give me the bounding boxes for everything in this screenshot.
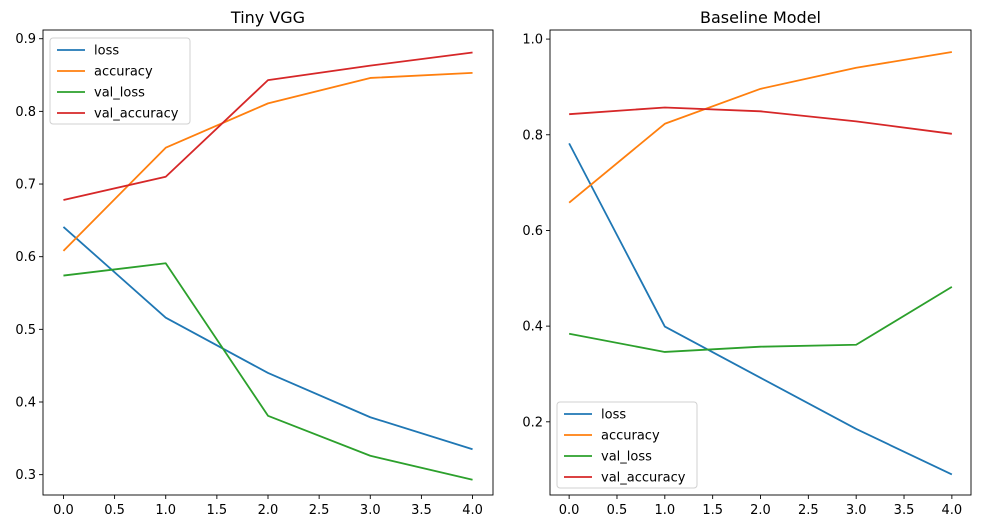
x-tick-label: 0.5 [104, 503, 125, 518]
series-line-val-loss [63, 262, 473, 481]
legend-label-val-loss: val_loss [94, 86, 145, 101]
legend-label-accuracy: accuracy [94, 65, 153, 80]
x-tick-label: 1.5 [702, 503, 723, 518]
y-tick-label: 0.5 [15, 323, 36, 338]
y-tick-label: 0.8 [522, 128, 543, 143]
x-tick-label: 3.0 [360, 503, 381, 518]
y-tick-label: 0.8 [15, 105, 36, 120]
series-line-val-loss [568, 286, 953, 353]
x-tick-label: 1.0 [654, 503, 675, 518]
y-tick-label: 0.4 [522, 320, 543, 335]
chart-title: Tiny VGG [230, 8, 305, 27]
legend-box [556, 401, 698, 489]
series-lines [568, 51, 953, 476]
y-tick-label: 0.4 [15, 396, 36, 411]
chart-2: Baseline Model 0.0 0.5 1.0 1.5 2.0 2.5 3.0 3.5 4.… [522, 8, 972, 518]
series-line-loss [62, 226, 473, 451]
series-line-accuracy [568, 51, 953, 204]
x-tick-label: 0.0 [559, 503, 580, 518]
legend-label-val-loss: val_loss [601, 450, 652, 465]
x-tick-label: 1.5 [207, 503, 228, 518]
y-tick-label: 0.9 [15, 32, 36, 47]
series-line-accuracy [62, 71, 473, 252]
legend: loss accuracy val_loss val_accuracy [49, 37, 191, 125]
series-lines [62, 51, 473, 481]
x-tick-label: 4.0 [462, 503, 483, 518]
x-tick-label: 1.0 [155, 503, 176, 518]
x-tick-label: 3.5 [411, 503, 432, 518]
series-line-loss [568, 142, 953, 476]
chart-title: Baseline Model [700, 8, 821, 27]
x-tick-label: 4.0 [942, 503, 963, 518]
y-tick-label: 0.2 [522, 415, 543, 430]
legend: loss accuracy val_loss val_accuracy [556, 401, 698, 489]
legend-label-loss: loss [601, 408, 626, 423]
x-tick-label: 3.0 [846, 503, 867, 518]
legend-label-accuracy: accuracy [601, 429, 660, 444]
y-tick-label: 0.6 [522, 224, 543, 239]
chart-1: Tiny VGG 0.0 0.5 1.0 1.5 2.0 2.5 3.0 3.5 4.0 0.3 0.… [15, 8, 494, 518]
x-tick-label: 2.0 [258, 503, 279, 518]
x-tick-label: 0.0 [53, 503, 74, 518]
legend-label-val-accuracy: val_accuracy [94, 107, 179, 122]
y-tick-label: 0.3 [15, 468, 36, 483]
legend-label-loss: loss [94, 44, 119, 59]
x-tick-label: 3.5 [894, 503, 915, 518]
legend-box [49, 37, 191, 125]
x-tick-label: 2.5 [309, 503, 330, 518]
x-tick-label: 2.5 [798, 503, 819, 518]
x-tick-label: 2.0 [750, 503, 771, 518]
y-tick-label: 0.7 [15, 178, 36, 193]
y-tick-label: 1.0 [522, 33, 543, 48]
legend-label-val-accuracy: val_accuracy [601, 471, 686, 486]
x-tick-label: 0.5 [607, 503, 628, 518]
y-tick-label: 0.6 [15, 250, 36, 265]
series-line-val-accuracy [569, 106, 952, 135]
series-line-val-accuracy [63, 51, 473, 201]
